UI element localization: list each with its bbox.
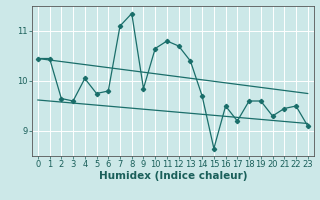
X-axis label: Humidex (Indice chaleur): Humidex (Indice chaleur): [99, 171, 247, 181]
